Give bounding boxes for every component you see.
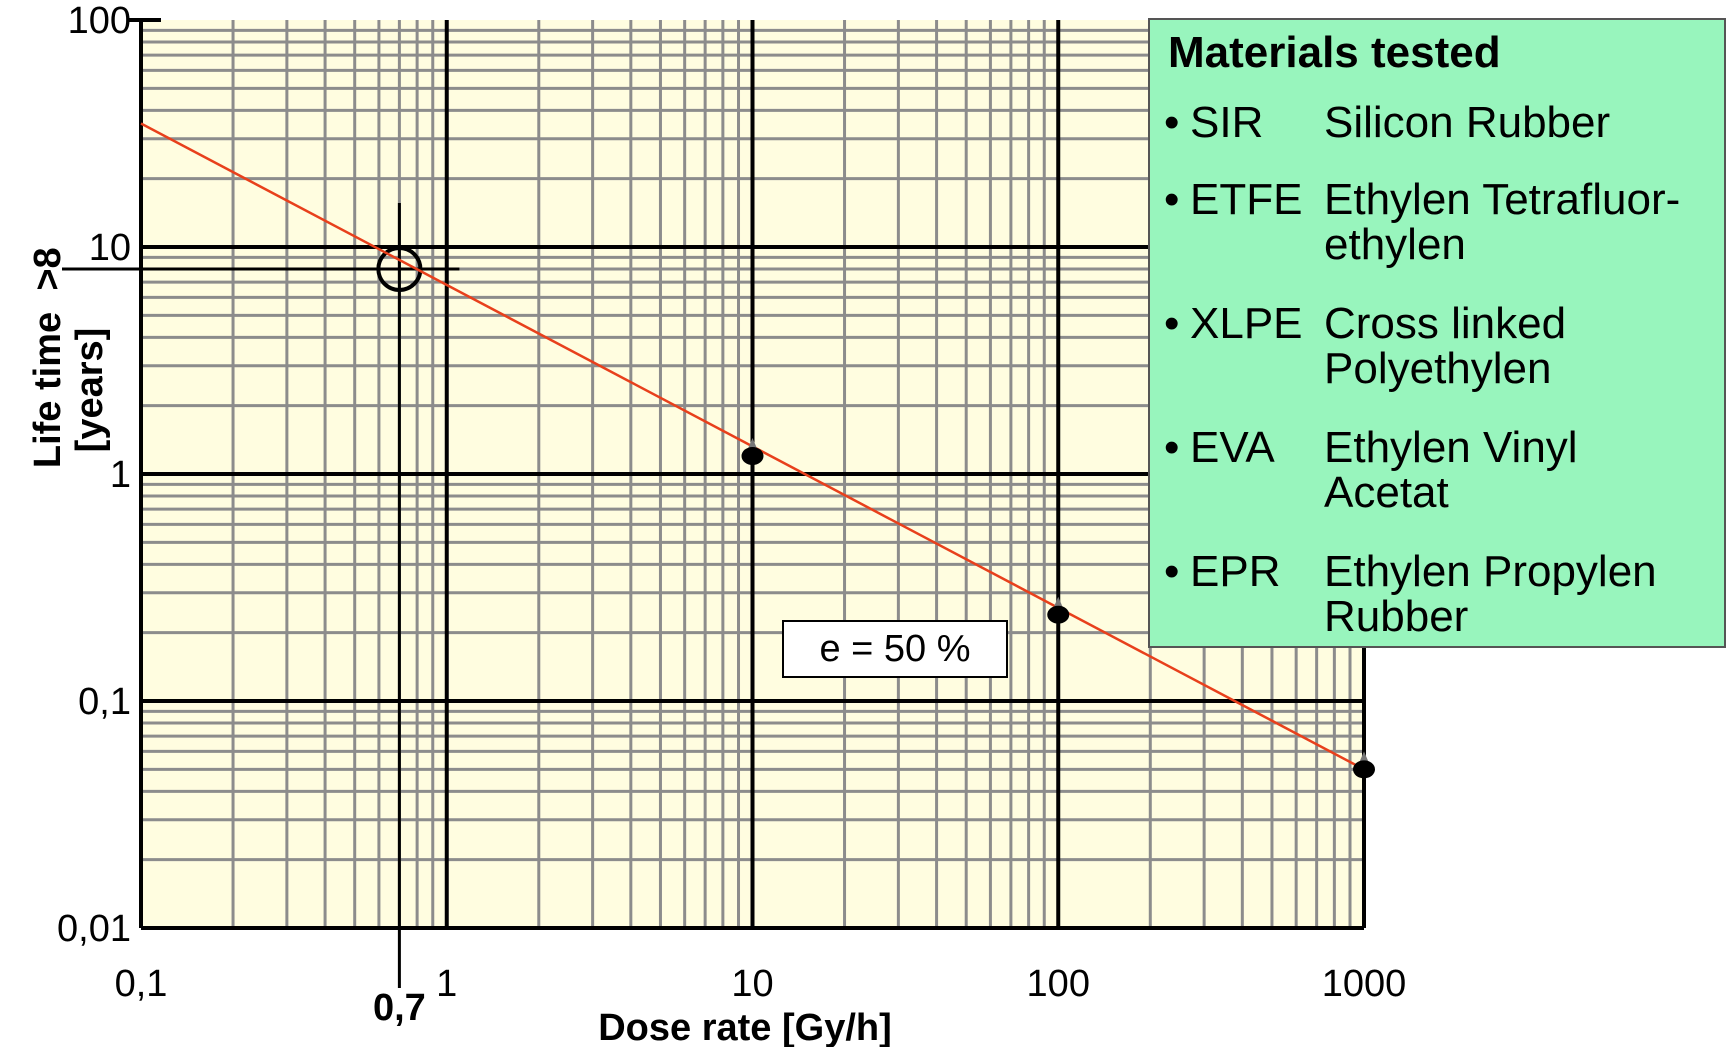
- highlight-marker: [62, 202, 460, 988]
- y-tick-label: 100: [68, 0, 131, 42]
- y-tick-label: 0,1: [78, 681, 131, 723]
- legend-description-line: Silicon Rubber: [1324, 98, 1611, 147]
- series-layer: [140, 122, 1375, 779]
- legend-description-line: Polyethylen: [1324, 344, 1552, 393]
- highlight-x-label: 0,7: [373, 987, 426, 1029]
- legend-title: Materials tested: [1168, 28, 1501, 77]
- legend-description-line: Ethylen Propylen: [1324, 547, 1657, 596]
- y-axis-title-line1: Life time: [27, 312, 69, 468]
- y-tick-label: 1: [110, 454, 131, 496]
- legend-description: Ethylen Propylen Rubber: [1324, 549, 1657, 639]
- legend-description-line: Ethylen Tetrafluor-: [1324, 175, 1681, 224]
- highlight-y-label: >8: [27, 247, 69, 290]
- tick-labels: 0,1 1 10 100 1000 100 10 1 0,1 0,01: [57, 0, 1406, 1005]
- legend-description: Silicon Rubber: [1324, 100, 1610, 145]
- legend-abbreviation: EVA: [1190, 423, 1275, 472]
- x-tick-label: 100: [1027, 963, 1090, 1005]
- legend-bullet: •: [1164, 299, 1180, 348]
- legend-abbreviation: SIR: [1190, 98, 1264, 147]
- axes: [127, 18, 1364, 930]
- x-tick-label: 1000: [1322, 963, 1407, 1005]
- x-tick-label: 10: [731, 963, 773, 1005]
- y-tick-label: 10: [89, 227, 131, 269]
- data-point: [1047, 605, 1070, 624]
- legend-bullet: •: [1164, 98, 1180, 147]
- data-point: [741, 447, 764, 466]
- legend-abbreviation: XLPE: [1190, 299, 1303, 348]
- highlight-circle: [376, 245, 423, 292]
- legend-abbreviation: EPR: [1190, 547, 1281, 596]
- legend: Materials tested • SIR Silicon Rubber • ETFE…: [1148, 18, 1726, 648]
- x-tick-label: 0,1: [115, 963, 168, 1005]
- legend-bullet: •: [1164, 423, 1180, 472]
- legend-description-line: ethylen: [1324, 220, 1466, 269]
- legend-description-line: Rubber: [1324, 592, 1469, 641]
- data-point: [1353, 760, 1375, 779]
- legend-description-line: Acetat: [1324, 468, 1449, 517]
- annotation-text: e = 50 %: [819, 627, 971, 670]
- annotation-box: e = 50 %: [782, 620, 1008, 678]
- y-axis-title-line2: [years]: [69, 328, 111, 453]
- legend-description: Ethylen Vinyl Acetat: [1324, 425, 1578, 515]
- legend-abbreviation: ETFE: [1190, 175, 1303, 224]
- y-tick-label: 0,01: [57, 908, 131, 950]
- x-tick-label: 1: [436, 963, 457, 1005]
- x-axis-title: Dose rate [Gy/h]: [598, 1007, 892, 1047]
- legend-description: Cross linked Polyethylen: [1324, 301, 1566, 391]
- legend-description-line: Cross linked: [1324, 299, 1567, 348]
- legend-description: Ethylen Tetrafluor-ethylen: [1324, 177, 1680, 267]
- legend-description-line: Ethylen Vinyl: [1324, 423, 1578, 472]
- legend-bullet: •: [1164, 175, 1180, 224]
- legend-bullet: •: [1164, 547, 1180, 596]
